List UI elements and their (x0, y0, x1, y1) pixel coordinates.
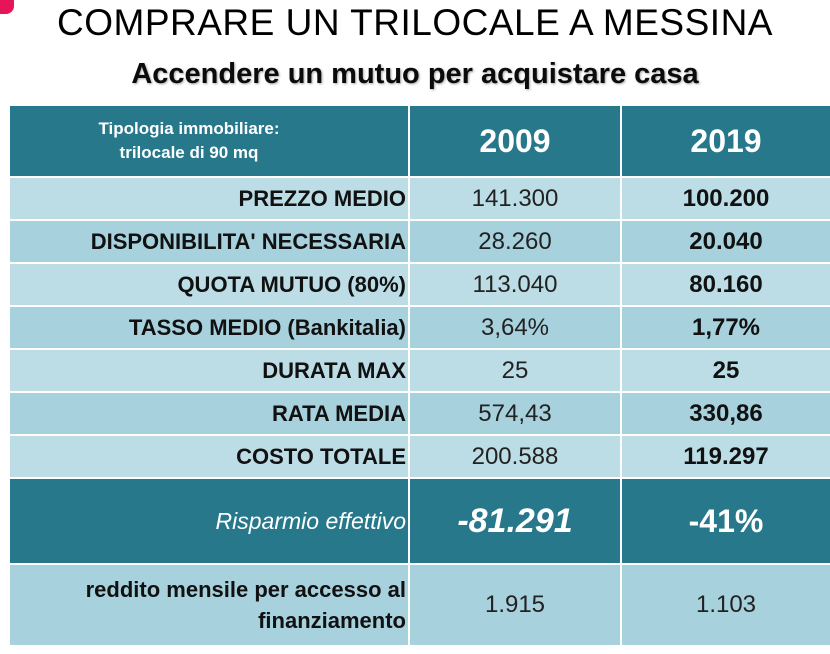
value-2019: 20.040 (620, 219, 830, 264)
value-2009: 113.040 (408, 262, 622, 307)
property-type-label: Tipologia immobiliare: trilocale di 90 m… (8, 104, 410, 178)
table-header-row: Tipologia immobiliare: trilocale di 90 m… (8, 104, 830, 178)
table-row: RATA MEDIA 574,43 330,86 (8, 391, 830, 436)
value-2019: 119.297 (620, 434, 830, 479)
income-row: reddito mensile per accesso al finanziam… (8, 563, 830, 647)
savings-label: Risparmio effettivo (8, 477, 410, 565)
table-row: TASSO MEDIO (Bankitalia) 3,64% 1,77% (8, 305, 830, 350)
value-2019: 25 (620, 348, 830, 393)
value-2009: 141.300 (408, 176, 622, 221)
table-row: COSTO TOTALE 200.588 119.297 (8, 434, 830, 479)
mortgage-comparison-table: Tipologia immobiliare: trilocale di 90 m… (8, 104, 830, 647)
value-2019: 100.200 (620, 176, 830, 221)
table-row: DURATA MAX 25 25 (8, 348, 830, 393)
property-type-line1: Tipologia immobiliare: (98, 119, 280, 138)
page-subtitle: Accendere un mutuo per acquistare casa (131, 58, 699, 90)
year-2009-header: 2009 (408, 104, 622, 178)
value-2019: 80.160 (620, 262, 830, 307)
savings-value-2009: -81.291 (408, 477, 622, 565)
row-label: PREZZO MEDIO (8, 176, 410, 221)
savings-value-2019: -41% (620, 477, 830, 565)
value-2009: 25 (408, 348, 622, 393)
row-label: TASSO MEDIO (Bankitalia) (8, 305, 410, 350)
table-row: QUOTA MUTUO (80%) 113.040 80.160 (8, 262, 830, 307)
income-label: reddito mensile per accesso al finanziam… (8, 563, 410, 647)
row-label: RATA MEDIA (8, 391, 410, 436)
row-label: DURATA MAX (8, 348, 410, 393)
income-label-line2: finanziamento (258, 608, 406, 633)
value-2009: 28.260 (408, 219, 622, 264)
row-label: DISPONIBILITA' NECESSARIA (8, 219, 410, 264)
page-title: COMPRARE UN TRILOCALE A MESSINA (57, 2, 773, 43)
year-2019-header: 2019 (620, 104, 830, 178)
row-label: QUOTA MUTUO (80%) (8, 262, 410, 307)
savings-row: Risparmio effettivo -81.291 -41% (8, 477, 830, 565)
income-value-2009: 1.915 (408, 563, 622, 647)
value-2019: 1,77% (620, 305, 830, 350)
value-2019: 330,86 (620, 391, 830, 436)
row-label: COSTO TOTALE (8, 434, 410, 479)
table-row: PREZZO MEDIO 141.300 100.200 (8, 176, 830, 221)
value-2009: 3,64% (408, 305, 622, 350)
table-row: DISPONIBILITA' NECESSARIA 28.260 20.040 (8, 219, 830, 264)
value-2009: 200.588 (408, 434, 622, 479)
value-2009: 574,43 (408, 391, 622, 436)
income-value-2019: 1.103 (620, 563, 830, 647)
pink-accent-mark (0, 0, 14, 14)
income-label-line1: reddito mensile per accesso al (85, 577, 406, 602)
property-type-line2: trilocale di 90 mq (119, 143, 259, 162)
